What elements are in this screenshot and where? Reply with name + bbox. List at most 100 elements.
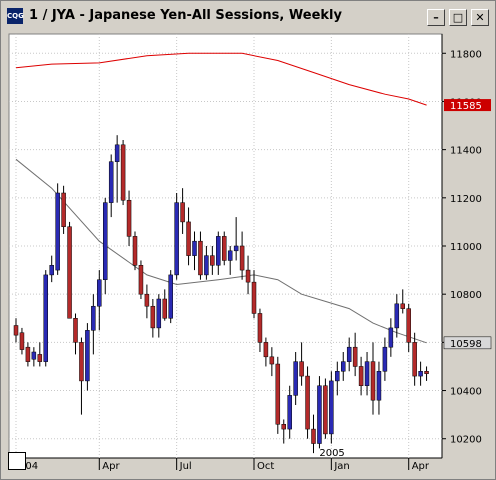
candle xyxy=(400,289,405,314)
candle-body xyxy=(156,298,162,329)
candle-body xyxy=(97,279,102,307)
candle-body xyxy=(335,371,340,382)
candle-body xyxy=(186,221,191,256)
candle xyxy=(233,217,239,261)
candle-body xyxy=(216,236,221,266)
candle-body xyxy=(67,226,72,319)
candle xyxy=(352,332,358,377)
candle-body xyxy=(245,269,251,283)
candle-body xyxy=(198,240,203,276)
candle xyxy=(376,361,382,415)
close-button[interactable]: ✕ xyxy=(471,9,489,26)
candlestick-series xyxy=(13,135,429,454)
candle-body xyxy=(210,255,215,266)
candle xyxy=(382,337,388,381)
candle xyxy=(358,356,364,396)
candle xyxy=(364,352,370,396)
candle-body xyxy=(204,255,209,276)
candle-body xyxy=(25,346,31,362)
candle-body xyxy=(382,346,388,372)
candle-body xyxy=(275,363,281,425)
candle-body xyxy=(281,424,286,430)
candle-body xyxy=(108,161,114,203)
candle xyxy=(210,246,215,275)
candle-body xyxy=(388,327,394,348)
candle xyxy=(55,183,60,275)
candle xyxy=(114,135,120,203)
candle-body xyxy=(222,236,227,261)
moving-average-slow xyxy=(15,52,427,106)
maximize-button[interactable]: □ xyxy=(449,9,467,26)
candle xyxy=(299,342,304,386)
candle xyxy=(174,193,179,280)
candle-body xyxy=(239,245,245,271)
candle xyxy=(370,342,376,415)
candle xyxy=(43,270,48,367)
candle-body xyxy=(358,366,364,386)
candle xyxy=(103,197,108,295)
price-chart[interactable]: 1020010400106001080011000112001140011600… xyxy=(3,30,493,476)
candle xyxy=(73,313,78,355)
candle-body xyxy=(418,371,423,377)
candle-body xyxy=(311,428,316,444)
candle-body xyxy=(144,293,150,307)
title-bar[interactable]: CQG 1 / JYA - Japanese Yen-All Sessions,… xyxy=(3,3,493,29)
candle-body xyxy=(138,265,144,295)
candle xyxy=(31,347,37,367)
candle xyxy=(335,361,340,396)
x-tick-label: Oct xyxy=(257,461,274,472)
candle-body xyxy=(85,330,90,382)
candle-body xyxy=(43,274,48,362)
candle xyxy=(251,270,257,319)
candle xyxy=(281,419,286,444)
candle xyxy=(79,337,84,415)
candle-body xyxy=(162,298,167,319)
candle xyxy=(406,303,411,352)
candle-body xyxy=(263,342,269,358)
minimize-button[interactable]: – xyxy=(427,9,445,26)
candle-body xyxy=(257,313,263,343)
candle xyxy=(216,231,221,275)
candle xyxy=(317,376,322,449)
candle xyxy=(287,385,292,439)
candle-body xyxy=(13,325,19,336)
candle xyxy=(329,371,334,444)
cqg-app-icon: CQG xyxy=(7,8,24,24)
candle xyxy=(222,231,227,266)
candle-body xyxy=(341,361,346,372)
chart-corner-box[interactable] xyxy=(8,452,26,470)
candle xyxy=(293,352,298,405)
candle-body xyxy=(287,395,292,430)
candle-body xyxy=(412,342,417,377)
candle xyxy=(305,366,310,439)
candle-body xyxy=(317,385,322,444)
candle xyxy=(126,190,132,246)
candle xyxy=(150,299,156,338)
candle xyxy=(168,270,173,324)
candle-body xyxy=(352,346,358,367)
candle-body xyxy=(394,303,400,329)
candle xyxy=(418,361,423,386)
y-tick-label: 11000 xyxy=(450,242,482,253)
candle xyxy=(198,231,203,280)
candle-body xyxy=(91,305,96,331)
candle xyxy=(341,352,346,381)
candle xyxy=(269,347,275,377)
y-tick-label: 10400 xyxy=(450,387,482,398)
candle-body xyxy=(114,144,120,162)
candle-body xyxy=(299,361,304,377)
candle-body xyxy=(293,361,298,396)
candle-body xyxy=(49,265,54,276)
candle-body xyxy=(168,274,173,319)
candle-body xyxy=(19,332,25,350)
last-value-box xyxy=(443,336,492,350)
candle-body xyxy=(180,202,185,223)
candle-body xyxy=(305,375,310,430)
candle-body xyxy=(376,371,382,401)
candle xyxy=(257,308,263,352)
candle-body xyxy=(233,245,239,252)
year-label: 2005 xyxy=(319,448,344,459)
candle-body xyxy=(61,192,66,227)
candle xyxy=(388,318,394,357)
